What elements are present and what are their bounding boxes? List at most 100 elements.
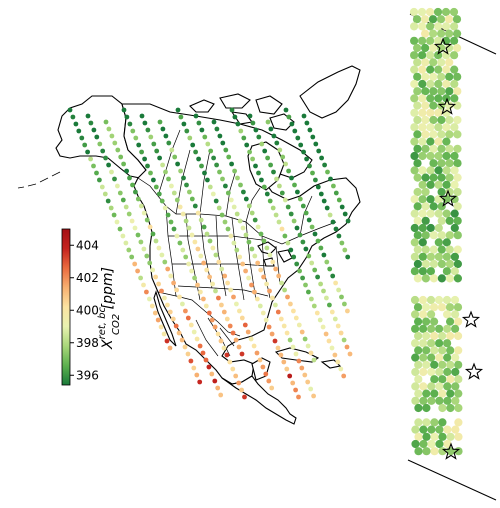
sounding-point	[296, 322, 302, 328]
zoomed-sounding-point	[450, 51, 459, 60]
sounding-point	[301, 149, 306, 155]
sounding-point	[157, 119, 163, 125]
zoomed-sounding-point	[446, 331, 455, 341]
zoomed-sounding-point	[445, 72, 454, 81]
sounding-point	[141, 246, 147, 252]
sounding-point	[141, 210, 147, 216]
zoomed-sounding-point	[453, 303, 463, 312]
sounding-point	[304, 156, 309, 162]
zoomed-sounding-point	[437, 202, 446, 211]
sounding-point	[210, 281, 216, 287]
sounding-point	[231, 204, 237, 210]
sounding-point	[144, 289, 149, 295]
sounding-point	[307, 127, 313, 133]
sounding-point	[215, 385, 221, 391]
sounding-point	[249, 282, 254, 288]
sounding-point	[109, 169, 114, 175]
sounding-point	[311, 393, 316, 399]
sounding-point	[222, 219, 228, 225]
sounding-point	[88, 156, 93, 162]
sounding-point	[321, 252, 327, 258]
zoomed-sounding-point	[420, 15, 430, 24]
sounding-point	[282, 197, 288, 203]
zoomed-sounding-point	[454, 331, 463, 341]
sounding-point	[256, 134, 262, 140]
sounding-point	[302, 372, 308, 378]
sounding-point	[160, 162, 166, 168]
zoomed-sounding-point	[434, 137, 443, 146]
sounding-point	[194, 336, 200, 342]
sounding-point	[141, 282, 146, 288]
zoomed-sounding-point	[426, 166, 435, 175]
sounding-point	[91, 127, 97, 133]
zoomed-sounding-point	[413, 43, 422, 53]
sounding-point	[308, 350, 314, 356]
zoomed-sounding-point	[426, 36, 435, 45]
zoomed-sounding-point	[418, 36, 427, 45]
sounding-point	[106, 126, 112, 132]
zoomed-sounding-point	[451, 425, 460, 434]
zoomed-sounding-point	[413, 87, 422, 96]
sounding-point	[126, 247, 132, 253]
zoomed-sounding-point	[450, 65, 459, 74]
sounding-point	[88, 120, 94, 126]
greenland-outline	[299, 65, 361, 119]
sounding-point	[308, 386, 314, 392]
sounding-point	[217, 169, 222, 175]
zoomed-sounding-point	[437, 87, 446, 96]
zoomed-sounding-point	[410, 151, 419, 161]
sounding-point	[333, 226, 339, 232]
zoomed-sounding-point	[445, 115, 454, 125]
sounding-point	[142, 156, 148, 162]
zoomed-swath-panel	[407, 7, 497, 501]
sounding-point	[261, 238, 267, 244]
sounding-point	[127, 175, 132, 181]
sounding-point	[213, 288, 218, 294]
zoomed-sounding-point	[419, 353, 428, 362]
zoomed-sounding-point	[426, 123, 435, 132]
sounding-point	[293, 387, 298, 393]
sounding-point	[338, 366, 344, 372]
sounding-point	[261, 274, 266, 280]
zoomed-sounding-point	[410, 79, 419, 89]
sounding-point	[324, 259, 330, 265]
zoomed-sounding-point	[419, 396, 428, 405]
sounding-point	[155, 317, 161, 323]
sounding-point	[231, 240, 237, 246]
zoomed-sounding-point	[426, 108, 435, 117]
zoomed-sounding-point	[419, 382, 428, 391]
sounding-point	[135, 268, 141, 274]
zoomed-sounding-point	[418, 209, 427, 218]
zoomed-sounding-point	[450, 223, 459, 233]
sounding-point	[319, 155, 324, 161]
sounding-point	[286, 168, 291, 174]
zoomed-sounding-point	[410, 36, 419, 45]
sounding-point	[283, 161, 288, 167]
zoomed-sounding-point	[430, 331, 439, 341]
star-icon	[464, 362, 484, 380]
sounding-point	[115, 147, 121, 153]
sounding-point	[228, 287, 234, 293]
zoomed-sounding-point	[422, 432, 431, 441]
star-icon	[433, 37, 453, 55]
zoomed-sounding-point	[453, 274, 462, 283]
sounding-point	[326, 338, 332, 344]
sounding-point	[252, 217, 258, 223]
sounding-point	[118, 154, 124, 160]
sounding-point	[180, 301, 185, 307]
sounding-point	[138, 239, 144, 245]
sounding-point	[186, 261, 192, 267]
zoomed-sounding-point	[437, 130, 446, 139]
zoomed-sounding-point	[443, 310, 452, 319]
zoomed-sounding-point	[426, 22, 435, 31]
sounding-point	[332, 316, 338, 322]
zoomed-sounding-point	[429, 58, 438, 67]
sounding-point	[174, 233, 180, 239]
sounding-point	[235, 175, 240, 181]
sounding-point	[266, 324, 272, 330]
sounding-point	[297, 232, 303, 238]
sounding-point	[320, 324, 326, 330]
sounding-point	[246, 275, 252, 281]
zoomed-sounding-point	[443, 439, 452, 449]
sounding-point	[247, 149, 253, 155]
